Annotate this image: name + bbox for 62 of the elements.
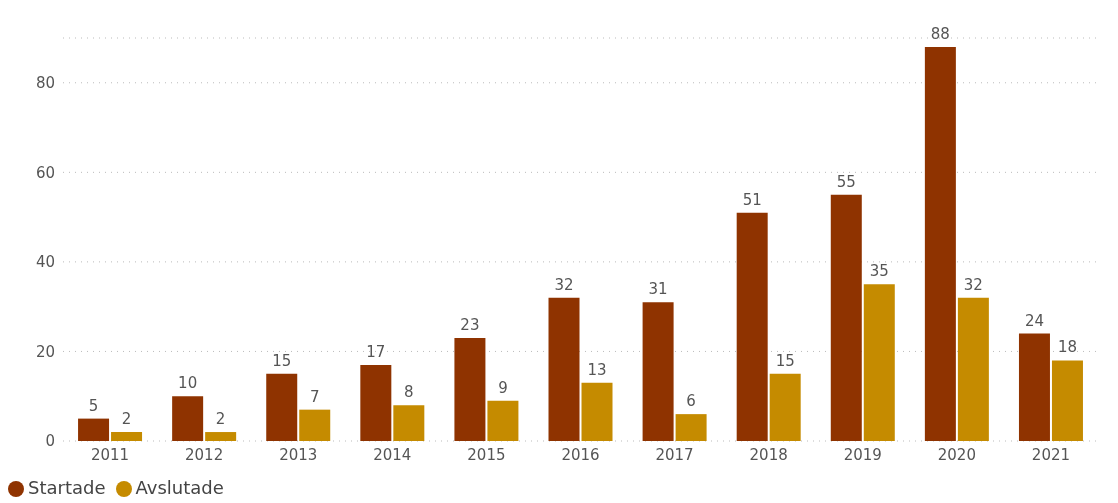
x-tick-label: 2016 — [561, 445, 600, 464]
data-label: 2 — [121, 410, 132, 429]
bar — [924, 46, 956, 441]
bar — [957, 297, 989, 441]
data-label: 51 — [742, 190, 762, 209]
bar — [111, 432, 143, 441]
x-tick-label: 2011 — [90, 445, 130, 464]
bar — [1051, 360, 1083, 441]
legend-label: Avslutade — [135, 477, 224, 498]
bar — [675, 414, 707, 441]
data-label: 32 — [554, 275, 574, 294]
data-label: 8 — [404, 383, 414, 402]
bar — [1018, 333, 1050, 441]
data-label: 23 — [460, 316, 480, 335]
data-label: 6 — [686, 392, 696, 411]
data-label: 13 — [587, 360, 607, 379]
bar — [736, 212, 768, 441]
data-label: 7 — [309, 387, 320, 406]
data-label: 2 — [215, 410, 226, 429]
x-tick-label: 2019 — [843, 445, 882, 464]
data-label: 35 — [869, 262, 889, 281]
y-tick-label: 40 — [35, 253, 55, 272]
data-label: 32 — [963, 275, 983, 294]
bar — [205, 432, 237, 441]
x-tick-label: 2014 — [373, 445, 412, 464]
bar — [266, 373, 298, 441]
x-tick-label: 2020 — [937, 445, 976, 464]
data-label: 9 — [498, 378, 508, 397]
bar — [454, 338, 486, 441]
data-label: 88 — [930, 24, 950, 43]
data-label: 55 — [836, 172, 856, 191]
data-label: 10 — [178, 374, 198, 393]
data-label: 18 — [1057, 338, 1078, 357]
data-label: 15 — [272, 351, 292, 370]
bar — [487, 400, 519, 441]
x-tick-label: 2021 — [1031, 445, 1071, 464]
data-label: 5 — [88, 396, 99, 415]
legend-label: Startade — [28, 477, 106, 498]
x-tick-label: 2012 — [185, 445, 224, 464]
bar — [172, 396, 204, 441]
data-label: 31 — [648, 280, 668, 299]
bar — [769, 373, 801, 441]
x-tick-label: 2013 — [279, 445, 318, 464]
bar — [581, 382, 613, 441]
x-tick-label: 2015 — [467, 445, 506, 464]
bar — [863, 284, 895, 441]
x-tick-label: 2018 — [749, 445, 788, 464]
data-label: 15 — [775, 351, 795, 370]
x-tick-label: 2017 — [655, 445, 694, 464]
bar — [642, 302, 674, 441]
bar — [360, 364, 392, 441]
y-tick-label: 80 — [35, 74, 55, 93]
data-label: 24 — [1024, 311, 1045, 330]
y-tick-label: 0 — [45, 432, 55, 451]
data-label: 17 — [366, 342, 386, 361]
y-tick-label: 20 — [35, 342, 55, 361]
bar — [830, 194, 862, 441]
bar — [393, 405, 425, 441]
bar — [78, 418, 110, 441]
bar — [548, 297, 580, 441]
bar — [299, 409, 331, 441]
y-tick-label: 60 — [35, 163, 55, 182]
